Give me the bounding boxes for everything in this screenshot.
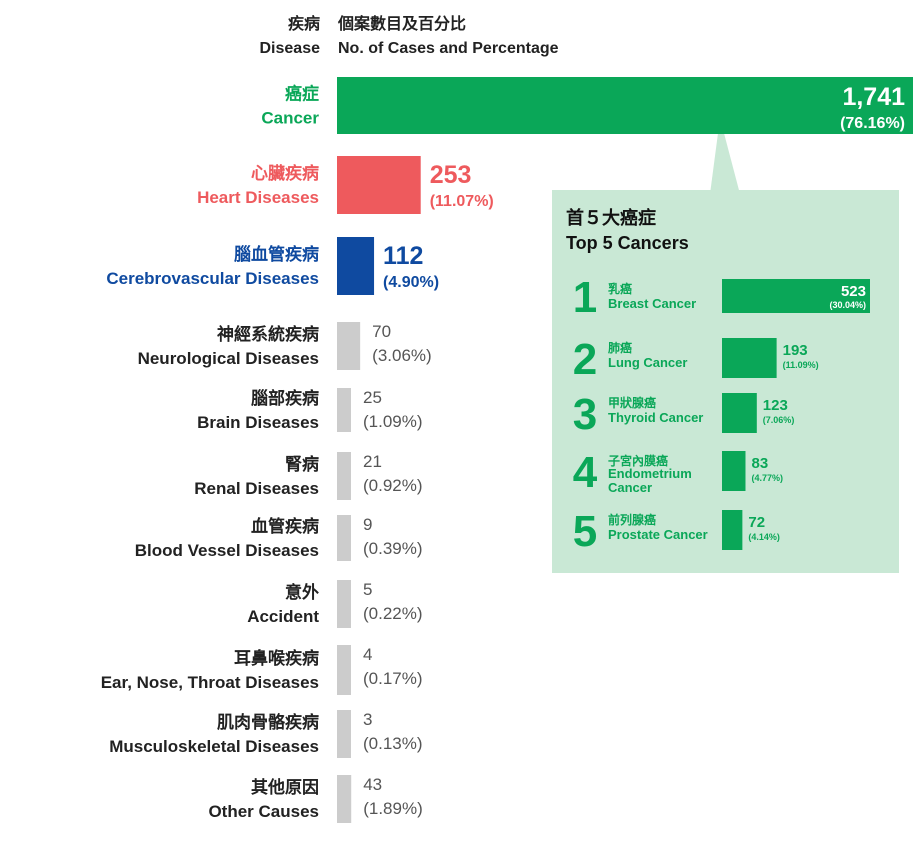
category-label-en: Other Causes (208, 802, 319, 821)
value-label: 70 (372, 322, 391, 341)
category-label-zh: 血管疾病 (251, 516, 319, 536)
category-label-en: Cancer (261, 109, 319, 128)
top5-label-en: Cancer (608, 480, 652, 495)
top5-label-zh: 前列腺癌 (608, 512, 656, 527)
bar-10 (337, 710, 351, 758)
category-label-en: Renal Diseases (194, 479, 319, 498)
percent-label: (1.09%) (363, 412, 423, 431)
value-label: 25 (363, 388, 382, 407)
top5-bar-1 (722, 279, 870, 313)
top5-value-label: 83 (751, 455, 768, 472)
bar-8 (337, 580, 351, 628)
category-label-en: Accident (247, 607, 319, 626)
category-label-en: Ear, Nose, Throat Diseases (101, 673, 319, 692)
category-label-en: Cerebrovascular Diseases (106, 269, 319, 288)
top5-percent-label: (7.06%) (763, 415, 795, 425)
value-label: 21 (363, 452, 382, 471)
top5-label-en: Breast Cancer (608, 296, 696, 311)
category-label-zh: 心臟疾病 (251, 163, 319, 183)
category-label-en: Blood Vessel Diseases (135, 541, 319, 560)
percent-label: (0.39%) (363, 539, 423, 558)
top5-label-zh: 子宮內膜癌 (608, 453, 668, 468)
top5-percent-label: (30.04%) (829, 300, 866, 310)
percent-label: (76.16%) (840, 115, 905, 132)
rank-number: 3 (573, 390, 597, 439)
bar-3 (337, 237, 375, 295)
header-cases-zh: 個案數目及百分比 (338, 16, 467, 33)
top5-label-zh: 肺癌 (608, 340, 632, 355)
category-label-en: Heart Diseases (197, 188, 319, 207)
category-label-zh: 耳鼻喉疾病 (234, 648, 319, 668)
rank-number: 1 (573, 273, 597, 322)
value-label: 112 (383, 242, 423, 270)
category-label-en: Musculoskeletal Diseases (109, 737, 319, 756)
bar-4 (337, 322, 361, 370)
percent-label: (3.06%) (372, 346, 432, 365)
top5-bar-5 (722, 510, 743, 550)
top5-percent-label: (11.09%) (783, 360, 819, 370)
top5-value-label: 523 (841, 283, 866, 300)
percent-label: (0.22%) (363, 604, 423, 623)
top5-label-zh: 甲狀腺癌 (608, 395, 656, 410)
top5-value-label: 193 (783, 342, 808, 359)
value-label: 4 (363, 645, 372, 664)
category-label-en: Neurological Diseases (138, 349, 319, 368)
rank-number: 5 (573, 507, 597, 556)
category-label-zh: 意外 (285, 582, 319, 602)
bar-6 (337, 452, 351, 500)
bar-9 (337, 645, 351, 695)
category-label-zh: 肌肉骨骼疾病 (217, 712, 319, 732)
category-label-zh: 腦血管疾病 (234, 244, 319, 264)
header-disease-en: Disease (259, 40, 321, 57)
top5-value-label: 123 (763, 397, 788, 414)
top5-label-en: Lung Cancer (608, 355, 687, 370)
header-disease-zh: 疾病 (287, 16, 320, 33)
top5-bar-3 (722, 393, 757, 433)
value-label: 9 (363, 515, 372, 534)
value-label: 5 (363, 580, 372, 599)
top5-label-en: Endometrium (608, 466, 692, 481)
category-label-zh: 其他原因 (251, 777, 319, 797)
category-label-en: Brain Diseases (197, 413, 319, 432)
bar-2 (337, 156, 421, 214)
top5-title-en: Top 5 Cancers (566, 233, 689, 253)
percent-label: (4.90%) (383, 274, 439, 291)
top5-panel: 首５大癌症 Top 5 Cancers 1 乳癌 Breast Cancer 523(… (552, 190, 899, 573)
top5-percent-label: (4.14%) (748, 532, 780, 542)
percent-label: (1.89%) (363, 799, 423, 818)
header-cases-en: No. of Cases and Percentage (338, 40, 559, 57)
value-label: 43 (363, 775, 382, 794)
percent-label: (0.13%) (363, 734, 423, 753)
category-label-zh: 腦部疾病 (251, 388, 319, 408)
top5-value-label: 72 (748, 514, 765, 531)
bar-11 (337, 775, 352, 823)
top5-label-en: Thyroid Cancer (608, 410, 703, 425)
bar-5 (337, 388, 351, 432)
top5-title-zh: 首５大癌症 (566, 208, 656, 228)
percent-label: (0.17%) (363, 669, 423, 688)
value-label: 1,741 (842, 83, 905, 111)
value-label: 253 (430, 161, 472, 189)
percent-label: (11.07%) (430, 193, 494, 210)
top5-bar-2 (722, 338, 777, 378)
bar-1 (337, 77, 913, 134)
callout-pointer (710, 118, 740, 194)
top5-label-en: Prostate Cancer (608, 527, 708, 542)
top5-label-zh: 乳癌 (608, 281, 632, 296)
top5-percent-label: (4.77%) (751, 473, 783, 483)
rank-number: 2 (573, 335, 597, 384)
category-label-zh: 癌症 (285, 84, 319, 104)
category-label-zh: 神經系統疾病 (217, 324, 319, 344)
bar-7 (337, 515, 351, 561)
category-label-zh: 腎病 (285, 454, 319, 474)
rank-number: 4 (573, 448, 598, 497)
percent-label: (0.92%) (363, 476, 423, 495)
value-label: 3 (363, 710, 372, 729)
top5-bar-4 (722, 451, 746, 491)
